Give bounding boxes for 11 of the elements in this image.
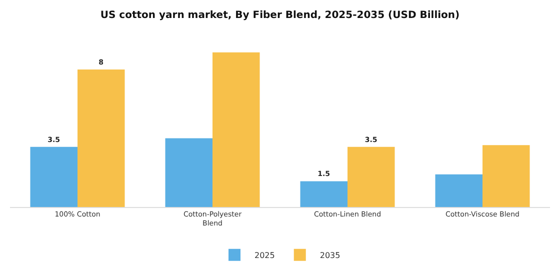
bar — [435, 174, 482, 207]
legend-label: 2035 — [320, 251, 340, 260]
chart-title: US cotton yarn market, By Fiber Blend, 2025-2035 (USD Billion) — [100, 10, 460, 22]
legend-label: 2025 — [254, 251, 275, 260]
bar — [78, 70, 125, 207]
bar — [30, 146, 78, 207]
bar — [482, 145, 530, 207]
bar — [300, 181, 348, 207]
bar — [212, 52, 260, 207]
bar — [165, 138, 212, 207]
bar — [348, 146, 395, 207]
